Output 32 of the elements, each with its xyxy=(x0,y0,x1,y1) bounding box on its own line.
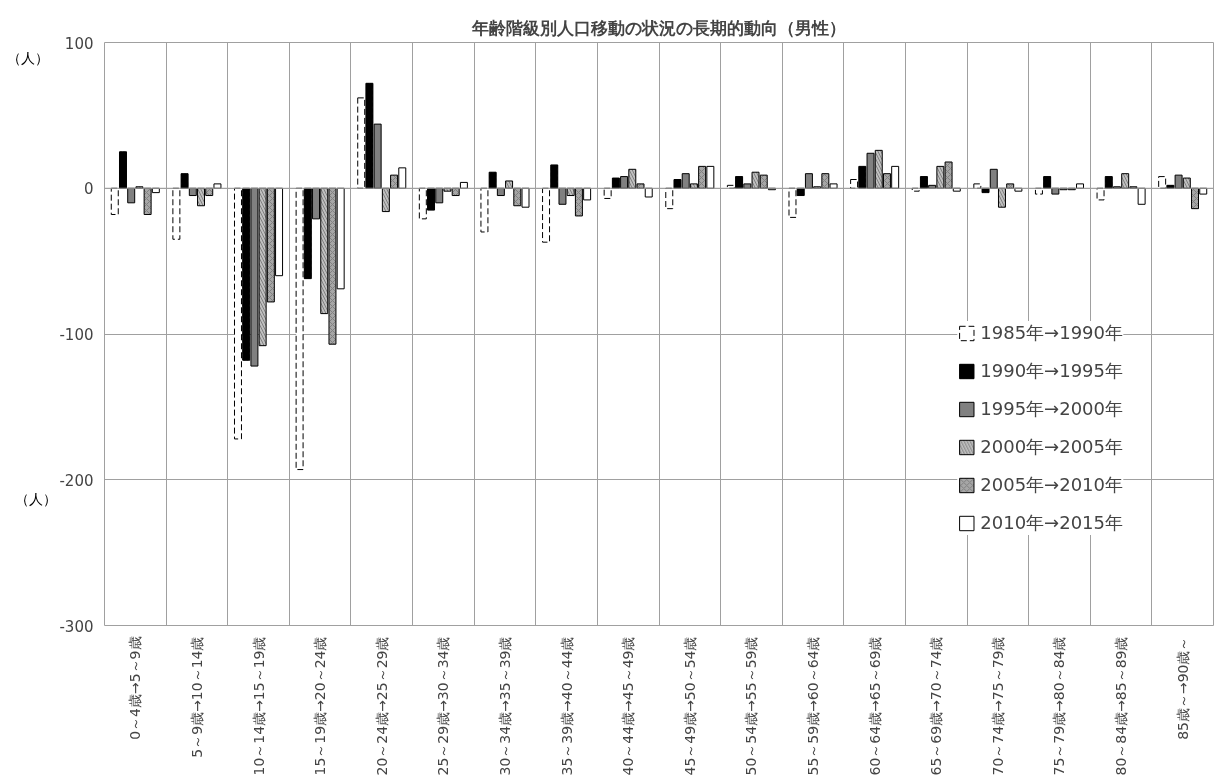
x-tick-label: 45～49歳→50～54歳 xyxy=(681,636,698,776)
legend-label: 2010年→2015年 xyxy=(980,511,1123,535)
x-tick-label: 15～19歳→20～24歳 xyxy=(312,636,329,776)
y-tick-label: 100 xyxy=(64,34,94,53)
y-tick-label: -300 xyxy=(59,617,94,636)
x-tick-label: 85歳～→90歳～ xyxy=(1174,636,1191,740)
x-tick-label: 10～14歳→15～19歳 xyxy=(250,636,267,776)
x-tick-label: 20～24歳→25～29歳 xyxy=(373,636,390,776)
x-tick-label: 65～69歳→70～74歳 xyxy=(928,636,945,776)
chart-title: 年齢階級別人口移動の状況の長期的動向（男性） xyxy=(471,17,846,38)
x-tick-label: 75～79歳→80～84歳 xyxy=(1051,636,1068,776)
x-tick-label: 70～74歳→75～79歳 xyxy=(989,636,1006,776)
x-tick-label: 40～44歳→45～49歳 xyxy=(620,636,637,776)
legend-label: 1990年→1995年 xyxy=(980,359,1123,383)
y-tick-label: 0 xyxy=(83,180,94,199)
x-tick-label: 60～64歳→65～69歳 xyxy=(866,636,883,776)
y-axis-title: （人） xyxy=(6,49,49,66)
x-tick-label: 80～84歳→85～89歳 xyxy=(1113,636,1130,776)
legend-label: 1995年→2000年 xyxy=(980,397,1123,421)
y-tick-label: -100 xyxy=(59,326,94,344)
legend-label: 2000年→2005年 xyxy=(980,435,1123,459)
x-tick-label: 0～4歳→5～9歳 xyxy=(127,636,144,740)
legend-label: 2005年→2010年 xyxy=(980,473,1123,497)
legend-label: 1985年→1990年 xyxy=(980,321,1123,345)
x-tick-label: 50～54歳→55～59歳 xyxy=(743,636,760,776)
y-tick-label: -200 xyxy=(59,471,94,490)
x-tick-label: 55～59歳→60～64歳 xyxy=(805,636,822,776)
x-tick-label: 30～34歳→35～39歳 xyxy=(496,636,513,776)
text: （人） xyxy=(14,490,57,507)
x-tick-label: 25～29歳→30～34歳 xyxy=(435,636,452,776)
x-tick-label: 5～9歳→10～14歳 xyxy=(188,636,205,758)
x-tick-label: 35～39歳→40～44歳 xyxy=(558,636,575,776)
